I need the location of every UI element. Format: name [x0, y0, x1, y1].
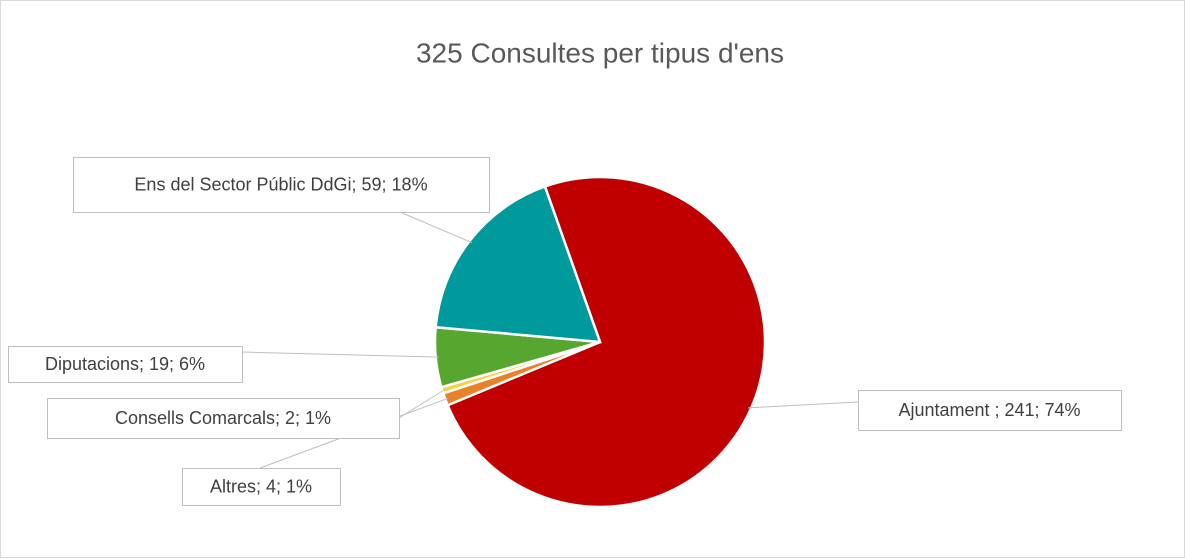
- chart-title: 325 Consultes per tipus d'ens: [416, 37, 784, 68]
- data-label-box: [182, 468, 341, 506]
- data-label: Ajuntament ; 241; 74%: [898, 400, 1080, 420]
- leader-line: [241, 351, 439, 358]
- data-label: Diputacions; 19; 6%: [45, 354, 205, 374]
- data-label: Ens del Sector Públic DdGi; 59; 18%: [134, 174, 427, 194]
- leader-line: [399, 211, 473, 244]
- data-label-box: [47, 398, 400, 439]
- pie-slice: [445, 175, 767, 509]
- pie-slice: [434, 184, 602, 344]
- data-label-box: [73, 157, 490, 213]
- data-label-box: [8, 346, 243, 383]
- data-label: Consells Comarcals; 2; 1%: [115, 408, 331, 428]
- leader-line: [747, 401, 859, 409]
- leader-line: [398, 388, 446, 419]
- data-label-box: [858, 390, 1122, 431]
- data-label: Altres; 4; 1%: [210, 476, 312, 496]
